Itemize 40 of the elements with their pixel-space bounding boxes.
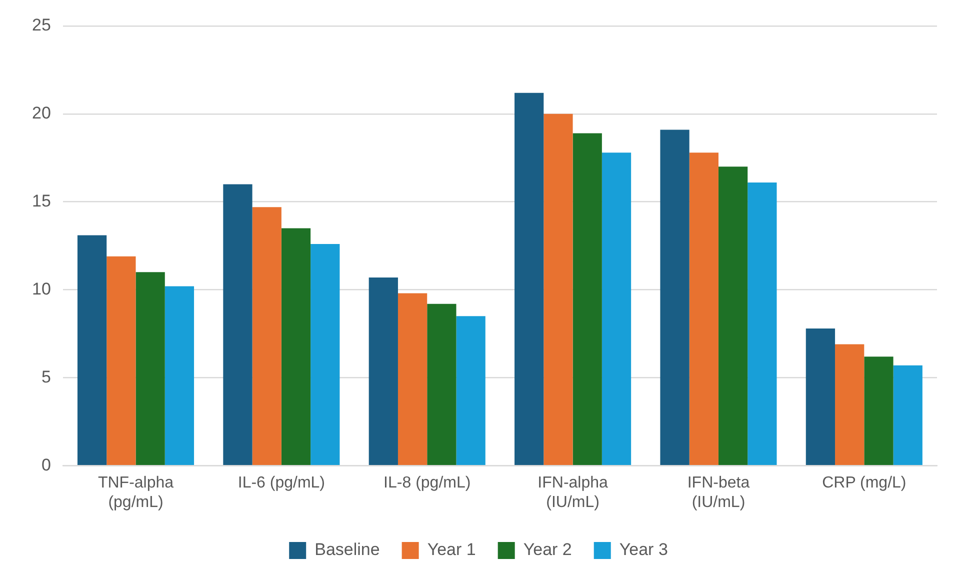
bar — [544, 114, 573, 465]
legend-label: Year 2 — [523, 540, 572, 560]
bar — [281, 228, 311, 465]
legend-label: Year 1 — [427, 540, 476, 560]
bar — [660, 130, 690, 465]
x-tick-label: IFN-alpha (IU/mL) — [538, 474, 608, 511]
x-tick-label: IFN-beta (IU/mL) — [687, 474, 750, 511]
bar — [456, 316, 486, 465]
x-tick-label: TNF-alpha (pg/mL) — [98, 474, 174, 511]
y-tick-label: 5 — [41, 367, 51, 386]
bar — [602, 152, 632, 465]
bar — [893, 365, 922, 465]
x-tick-label: IL-6 (pg/mL) — [238, 474, 325, 492]
bar — [252, 207, 282, 465]
bar — [864, 356, 894, 465]
bar — [806, 328, 836, 465]
bar — [77, 235, 107, 465]
bar — [835, 344, 864, 465]
bar — [310, 244, 340, 465]
bar — [718, 166, 748, 465]
bar — [164, 286, 194, 465]
bar — [368, 277, 398, 465]
bar — [514, 92, 544, 465]
bar — [223, 184, 252, 465]
bar — [689, 152, 718, 465]
bar — [427, 304, 456, 465]
y-tick-label: 25 — [32, 16, 51, 35]
y-tick-label: 10 — [32, 279, 51, 298]
legend-label: Year 3 — [619, 540, 668, 560]
legend-label: Baseline — [314, 540, 380, 560]
y-tick-label: 15 — [32, 192, 51, 211]
bar — [572, 133, 602, 465]
y-tick-label: 0 — [41, 455, 51, 474]
x-tick-label: CRP (mg/L) — [822, 474, 906, 492]
bar — [398, 293, 428, 465]
bar — [748, 182, 777, 465]
bar — [106, 256, 136, 465]
bar — [136, 272, 165, 465]
y-tick-label: 20 — [32, 104, 51, 123]
x-tick-label: IL-8 (pg/mL) — [384, 474, 471, 492]
